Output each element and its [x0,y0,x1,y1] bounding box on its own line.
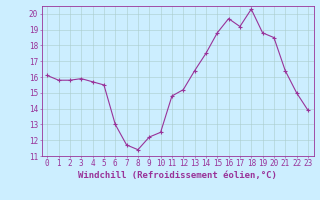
X-axis label: Windchill (Refroidissement éolien,°C): Windchill (Refroidissement éolien,°C) [78,171,277,180]
